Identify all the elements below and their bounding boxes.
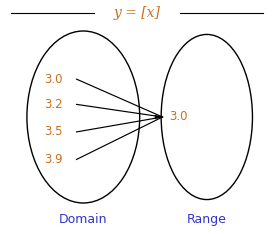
- Text: 3.2: 3.2: [44, 98, 63, 111]
- Text: Range: Range: [187, 212, 227, 226]
- Text: y = [x]: y = [x]: [113, 6, 161, 20]
- Text: 3.0: 3.0: [169, 110, 188, 124]
- Text: 3.0: 3.0: [44, 73, 63, 86]
- Text: 3.5: 3.5: [44, 125, 63, 138]
- Text: Domain: Domain: [59, 212, 108, 226]
- Text: 3.9: 3.9: [44, 153, 63, 166]
